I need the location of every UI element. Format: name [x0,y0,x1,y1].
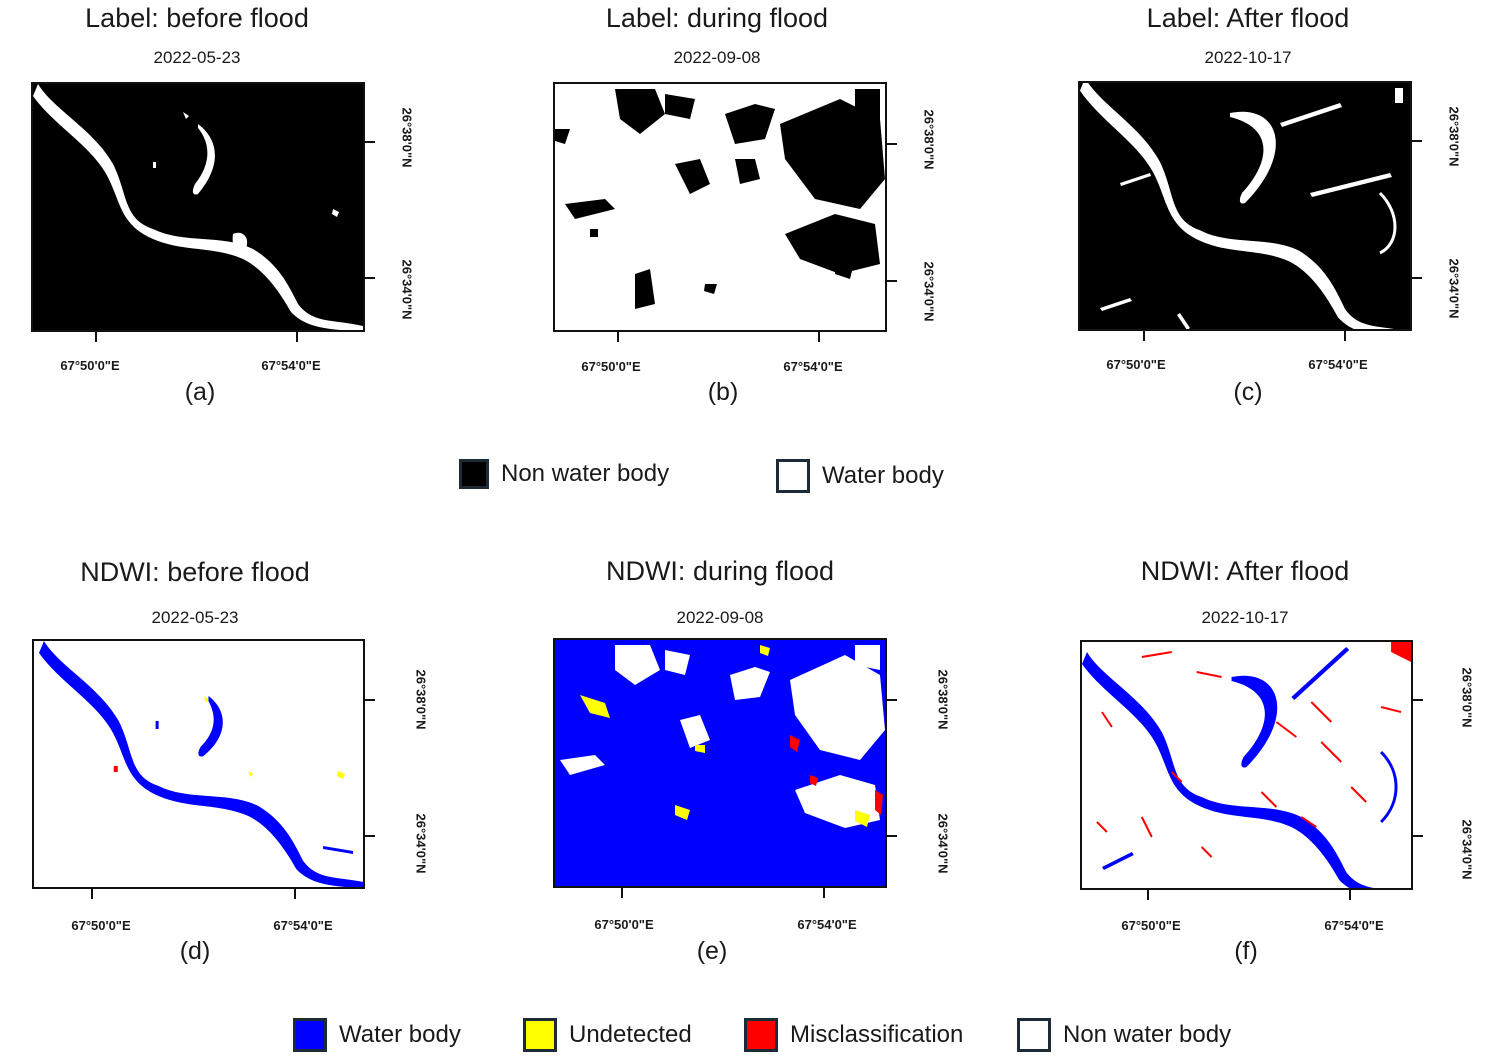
map-panel-a [31,82,365,332]
map-panel-b [553,82,887,332]
legend-label: Water body [339,1021,461,1048]
panel-c-date: 2022-10-17 [1204,48,1292,67]
panel-a-title: Label: before flood [85,3,309,33]
panel-b-date: 2022-09-08 [673,48,761,67]
lat-label-f-2: 26°34'0"N [1459,819,1475,880]
caption-a: (a) [184,378,216,406]
lon-label-c-1: 67°50'0"E [1106,357,1166,372]
caption-c: (c) [1233,378,1263,406]
legend-non-water-bottom: Non water body [1017,1018,1231,1052]
lon-label-e-2: 67°54'0"E [797,917,857,932]
legend-label: Non water body [501,460,670,487]
legend-misclassification: Misclassification [744,1018,963,1052]
panel-a-date: 2022-05-23 [153,48,241,67]
lon-label-b-1: 67°50'0"E [581,359,641,374]
lon-label-d-1: 67°50'0"E [71,918,131,933]
panel-d-date: 2022-05-23 [151,608,239,627]
map-panel-e [553,638,887,888]
caption-d: (d) [179,937,211,965]
panel-e-date: 2022-09-08 [676,608,764,627]
map-panel-d [32,639,365,889]
lon-label-d-2: 67°54'0"E [273,918,333,933]
panel-b-title: Label: during flood [605,3,829,33]
panel-e-title: NDWI: during flood [605,556,835,586]
legend-label: Misclassification [790,1021,964,1048]
lon-label-b-2: 67°54'0"E [783,359,843,374]
legend-undetected: Undetected [523,1018,692,1052]
map-panel-c [1078,81,1412,331]
lat-label-f-1: 26°38'0"N [1459,667,1475,728]
legend-label: Non water body [1063,1021,1232,1048]
caption-e: (e) [696,937,728,965]
lat-label-d-1: 26°38'0"N [413,669,429,730]
lon-label-e-1: 67°50'0"E [594,917,654,932]
legend-water-bottom: Water body [293,1018,461,1052]
legend-swatch-white [776,459,810,493]
legend-non-water-top: Non water body [459,459,669,489]
lat-label-c-1: 26°38'0"N [1446,106,1462,167]
legend-swatch-yellow [523,1018,557,1052]
lat-label-a-1: 26°38'0"N [399,107,415,168]
lon-label-a-1: 67°50'0"E [60,358,120,373]
legend-label: Water body [822,462,944,489]
caption-f: (f) [1234,937,1258,965]
map-panel-f [1080,640,1413,890]
lat-label-b-1: 26°38'0"N [921,109,937,170]
caption-b: (b) [707,378,739,406]
legend-swatch-blue [293,1018,327,1052]
legend-water-top: Water body [776,459,944,493]
lon-label-c-2: 67°54'0"E [1308,357,1368,372]
panel-f-date: 2022-10-17 [1201,608,1289,627]
lat-label-d-2: 26°34'0"N [413,813,429,874]
legend-swatch-red [744,1018,778,1052]
lat-label-e-2: 26°34'0"N [935,813,951,874]
legend-label: Undetected [569,1021,692,1048]
panel-f-title: NDWI: After flood [1140,556,1350,586]
lat-label-a-2: 26°34'0"N [399,259,415,320]
lat-label-e-1: 26°38'0"N [935,669,951,730]
legend-swatch-black [459,459,489,489]
lon-label-f-2: 67°54'0"E [1324,918,1384,933]
legend-swatch-white [1017,1018,1051,1052]
lon-label-a-2: 67°54'0"E [261,358,321,373]
lat-label-b-2: 26°34'0"N [921,261,937,322]
lat-label-c-2: 26°34'0"N [1446,258,1462,319]
lon-label-f-1: 67°50'0"E [1121,918,1181,933]
panel-d-title: NDWI: before flood [80,557,310,587]
panel-c-title: Label: After flood [1146,3,1350,33]
